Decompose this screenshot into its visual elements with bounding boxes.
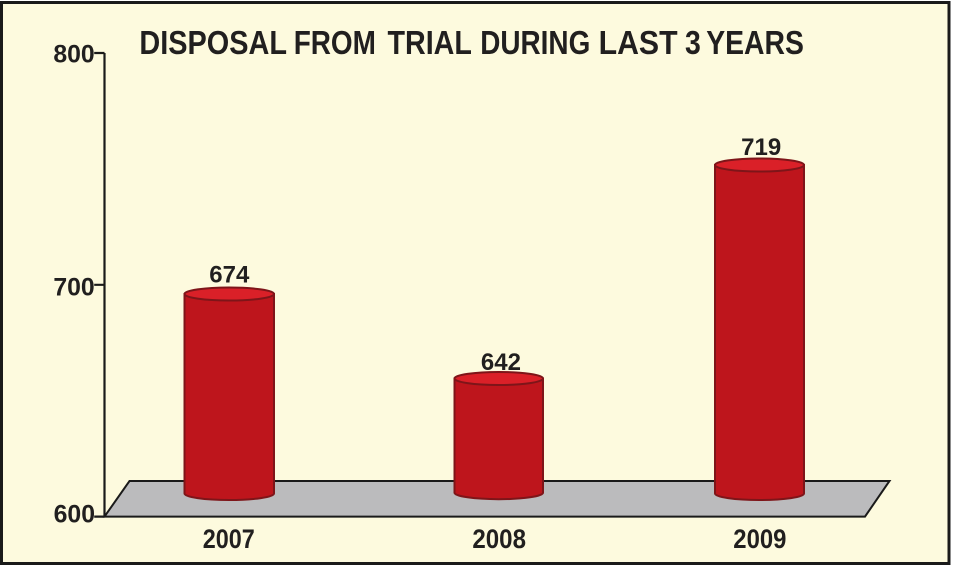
svg-text:600: 600 xyxy=(54,502,95,529)
svg-text:674: 674 xyxy=(209,262,250,289)
svg-text:DISPOSAL: DISPOSAL xyxy=(139,24,287,61)
svg-text:3: 3 xyxy=(685,24,701,61)
svg-text:TRIAL: TRIAL xyxy=(388,24,472,61)
svg-text:800: 800 xyxy=(53,41,94,68)
svg-text:2007: 2007 xyxy=(203,524,255,554)
svg-text:FROM: FROM xyxy=(294,24,376,61)
svg-text:2009: 2009 xyxy=(733,524,786,554)
svg-text:YEARS: YEARS xyxy=(706,24,804,61)
svg-text:700: 700 xyxy=(53,274,94,301)
svg-text:2008: 2008 xyxy=(472,524,526,554)
svg-text:LAST: LAST xyxy=(599,24,678,61)
svg-text:642: 642 xyxy=(481,349,521,376)
svg-text:DURING: DURING xyxy=(480,24,590,61)
svg-text:719: 719 xyxy=(741,134,781,161)
